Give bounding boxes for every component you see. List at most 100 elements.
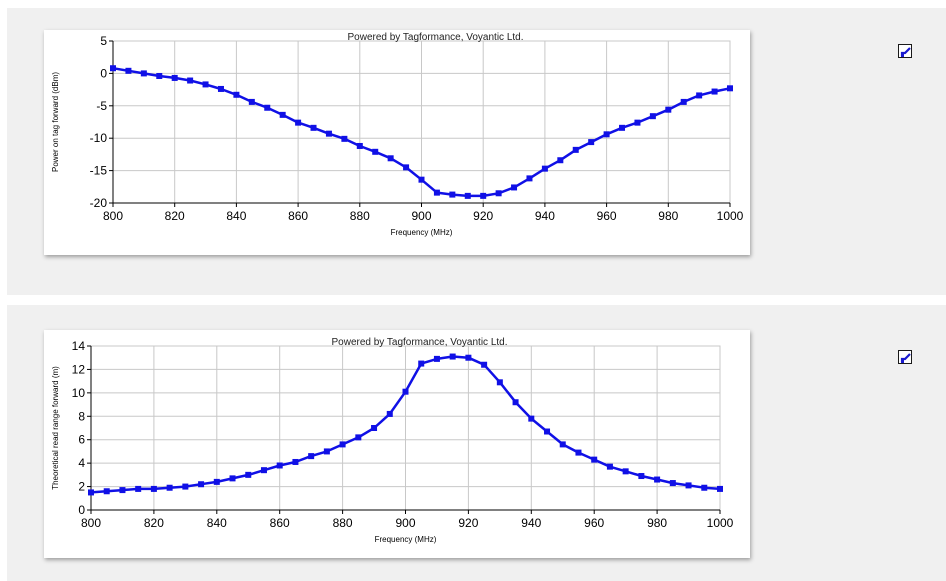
data-point xyxy=(198,481,205,488)
data-point xyxy=(119,487,126,494)
data-point xyxy=(465,354,472,361)
y-tick-label: -20 xyxy=(90,196,108,210)
zoom-tool-icon xyxy=(900,353,911,363)
data-point xyxy=(603,131,610,138)
data-point xyxy=(125,67,132,74)
data-point xyxy=(480,192,487,199)
data-point xyxy=(233,91,240,98)
x-tick-label: 880 xyxy=(350,209,370,223)
y-tick-label: 10 xyxy=(72,386,86,400)
data-point xyxy=(512,399,519,406)
data-point xyxy=(292,458,299,465)
data-point xyxy=(591,456,598,463)
x-tick-label: 800 xyxy=(103,209,123,223)
data-point xyxy=(526,175,533,182)
y-axis-label: Theoretical read range forward (m) xyxy=(51,366,60,490)
data-point xyxy=(481,361,488,368)
x-tick-label: 900 xyxy=(395,516,415,530)
data-point xyxy=(372,148,379,155)
x-tick-label: 980 xyxy=(658,209,678,223)
chart-title: Powered by Tagformance, Voyantic Ltd. xyxy=(331,337,507,348)
data-point xyxy=(110,65,116,72)
data-point xyxy=(135,485,142,492)
y-tick-label: 0 xyxy=(100,66,107,80)
data-point xyxy=(638,473,645,480)
data-point xyxy=(696,92,703,99)
data-point xyxy=(403,164,410,171)
data-point xyxy=(418,360,425,367)
zoom-tool-icon xyxy=(900,47,911,57)
data-point xyxy=(575,449,582,456)
data-point xyxy=(649,113,656,120)
x-tick-label: 920 xyxy=(458,516,478,530)
data-point xyxy=(496,379,503,386)
y-tick-label: 12 xyxy=(72,362,86,376)
data-point xyxy=(371,425,378,431)
data-point xyxy=(701,484,708,491)
x-tick-label: 1000 xyxy=(707,516,734,530)
chart-title: Powered by Tagformance, Voyantic Ltd. xyxy=(347,32,523,43)
data-point xyxy=(260,467,267,474)
data-point xyxy=(217,85,224,92)
y-tick-label: -10 xyxy=(90,131,108,145)
y-tick-label: 6 xyxy=(78,433,85,447)
power-chart: 800 820 840 860 880 900 920 940 960 980 1000 5 0 -5 -1… xyxy=(51,32,744,237)
data-point xyxy=(541,165,548,172)
data-point xyxy=(557,157,564,164)
data-point xyxy=(339,441,346,448)
x-tick-label: 920 xyxy=(473,209,493,223)
y-tick-label: 4 xyxy=(78,456,85,470)
read-range-chart: 800 820 840 860 880 900 920 940 960 980 1000141210… xyxy=(51,337,734,544)
data-point xyxy=(680,98,687,105)
data-point xyxy=(140,70,147,77)
data-point xyxy=(279,111,286,118)
data-point xyxy=(356,142,363,149)
data-point xyxy=(213,478,220,485)
data-point xyxy=(308,453,315,460)
data-point xyxy=(511,184,518,191)
power-chart-panel: 800 820 840 860 880 900 920 940 960 980 1000 5 0 -5 -1… xyxy=(44,30,750,255)
data-point xyxy=(355,434,362,441)
data-point xyxy=(276,462,283,469)
data-point xyxy=(310,124,317,131)
data-point xyxy=(464,192,471,199)
top-zoom-button[interactable] xyxy=(898,44,912,58)
data-point xyxy=(182,483,189,490)
x-tick-label: 800 xyxy=(81,516,101,530)
data-point xyxy=(717,485,723,492)
data-point xyxy=(685,482,692,489)
x-tick-label: 980 xyxy=(647,516,667,530)
y-tick-label: 14 xyxy=(72,339,86,353)
data-point xyxy=(544,428,551,435)
data-point xyxy=(433,189,440,196)
data-point xyxy=(387,155,394,162)
read-range-chart-panel: 800 820 840 860 880 900 920 940 960 980 1000 14 12 10… xyxy=(44,330,750,558)
x-axis-label: Frequency (MHz) xyxy=(391,228,453,237)
data-point xyxy=(634,119,641,126)
bottom-zoom-button[interactable] xyxy=(898,350,912,364)
x-tick-label: 940 xyxy=(521,516,541,530)
data-point xyxy=(325,130,332,137)
data-point xyxy=(402,388,409,395)
data-point xyxy=(323,448,330,455)
data-point xyxy=(229,475,236,482)
data-point xyxy=(433,355,440,362)
y-tick-label: 5 xyxy=(100,34,107,48)
data-point xyxy=(156,72,163,79)
y-axis-label: Power on tag forward (dBm) xyxy=(51,72,60,172)
data-point xyxy=(202,81,209,88)
data-point xyxy=(528,415,535,422)
data-point xyxy=(449,353,456,360)
data-point xyxy=(418,176,425,183)
data-point xyxy=(606,463,613,470)
data-point xyxy=(665,106,672,113)
x-tick-label: 900 xyxy=(411,209,431,223)
x-tick-label: 840 xyxy=(226,209,246,223)
data-point xyxy=(619,124,626,131)
x-axis-label: Frequency (MHz) xyxy=(375,535,437,544)
data-point xyxy=(622,468,629,475)
x-tick-label: 1000 xyxy=(717,209,744,223)
data-point xyxy=(727,85,733,92)
y-tick-label: 8 xyxy=(78,409,85,423)
data-point xyxy=(295,119,302,126)
